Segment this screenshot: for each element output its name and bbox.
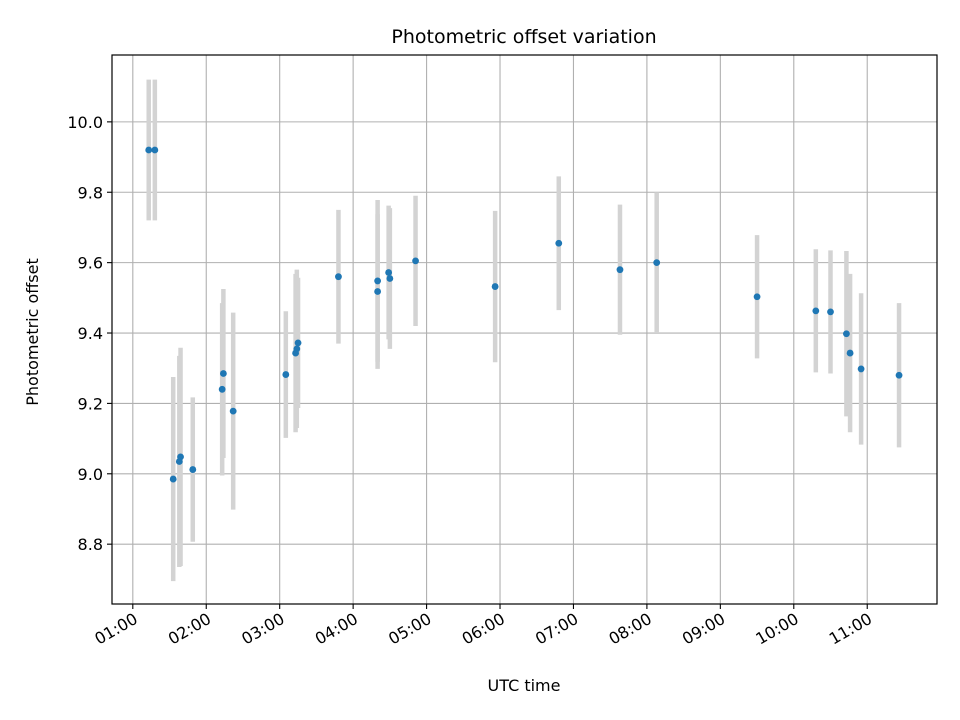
- data-point: [895, 371, 903, 379]
- data-point: [151, 146, 159, 154]
- y-axis-ticks: 8.8 9.0 9.2 9.4 9.6 9.8 10.0: [67, 113, 112, 554]
- data-points: [145, 146, 903, 483]
- data-point: [189, 466, 197, 473]
- data-point: [616, 266, 624, 274]
- y-tick-label: 9.4: [78, 324, 103, 343]
- y-tick-label: 9.8: [78, 183, 103, 202]
- y-axis-title: Photometric offset: [23, 258, 42, 406]
- data-point: [145, 146, 153, 154]
- x-axis-title: UTC time: [488, 676, 561, 695]
- data-point: [653, 259, 661, 267]
- data-point: [386, 275, 394, 282]
- data-point: [753, 293, 761, 301]
- data-point: [169, 475, 177, 483]
- data-point: [335, 273, 342, 281]
- y-tick-label: 9.6: [78, 254, 103, 273]
- data-point: [218, 385, 226, 393]
- data-point: [177, 453, 184, 461]
- data-point: [412, 257, 419, 265]
- data-point: [812, 307, 820, 315]
- data-point: [229, 407, 237, 415]
- data-point: [294, 339, 302, 347]
- data-point: [385, 269, 393, 276]
- data-point: [491, 283, 499, 290]
- data-point: [827, 308, 834, 316]
- data-point: [846, 349, 854, 357]
- plot-frame: [111, 54, 938, 605]
- data-point: [374, 277, 382, 285]
- data-point: [374, 288, 382, 295]
- data-point: [555, 239, 563, 247]
- data-point: [857, 365, 865, 373]
- data-point: [293, 345, 301, 353]
- y-tick-label: 8.8: [78, 535, 103, 554]
- y-tick-label: 9.0: [78, 465, 103, 484]
- data-point: [219, 370, 227, 377]
- data-point: [843, 330, 850, 338]
- grid-lines: [112, 55, 937, 604]
- data-point: [282, 371, 290, 378]
- chart-title: Photometric offset variation: [391, 26, 656, 48]
- y-tick-label: 10.0: [67, 113, 103, 132]
- y-tick-label: 9.2: [78, 394, 103, 413]
